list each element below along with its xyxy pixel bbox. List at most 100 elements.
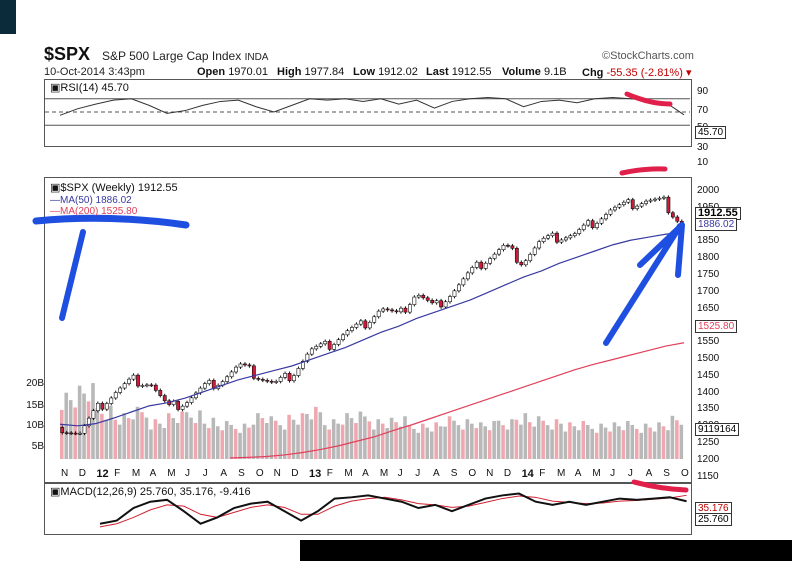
volume-bar	[528, 422, 532, 459]
volume-bar	[456, 425, 461, 459]
candle-body	[234, 366, 238, 373]
volume-bar	[314, 406, 318, 459]
volume-bar	[670, 415, 675, 459]
volume-bar	[412, 428, 416, 459]
candle-body	[185, 402, 189, 407]
candle-body	[180, 405, 185, 410]
candle-body	[434, 300, 439, 304]
candle-body	[91, 410, 96, 419]
candle-body	[590, 220, 595, 229]
volume-bar	[109, 405, 113, 459]
volume-bar	[519, 424, 523, 459]
x-tick: J	[610, 468, 616, 479]
candle-body	[443, 301, 448, 308]
ma50-tag: 1886.02	[695, 218, 738, 231]
volume-bar	[171, 418, 175, 459]
volume-bar	[113, 419, 118, 459]
ma200-line	[229, 342, 685, 459]
volume-bar	[385, 428, 389, 459]
volume-bar	[389, 417, 394, 459]
volume-bar	[318, 412, 323, 459]
volume-bar	[617, 426, 621, 459]
volume-bar	[452, 420, 456, 459]
x-tick: A	[574, 468, 582, 479]
candle-body	[145, 384, 149, 387]
candle-body	[251, 365, 256, 379]
x-tick: S	[663, 468, 670, 479]
candle-body	[162, 395, 167, 402]
volume-bar	[144, 417, 149, 459]
x-tick: D	[291, 468, 299, 479]
volume-bar	[630, 424, 635, 459]
volume-bar	[202, 423, 207, 459]
candle-body	[309, 348, 314, 355]
volume-bar	[470, 423, 474, 459]
x-tick: D	[78, 468, 86, 479]
volume-bar	[554, 419, 559, 459]
volume-bar	[572, 426, 577, 459]
volume-bar	[122, 413, 126, 459]
volume-bar	[465, 419, 470, 459]
volume-tick: 5B	[31, 441, 44, 452]
candle-body	[644, 200, 649, 204]
volume-bar	[345, 413, 349, 459]
x-tick: O	[681, 468, 689, 479]
candle-body	[104, 403, 109, 410]
rsi-panel	[44, 79, 692, 147]
x-tick: J	[627, 468, 633, 479]
volume-bar	[135, 406, 140, 459]
volume-bar	[590, 428, 594, 459]
quote-change: Chg -55.35 (-2.81%) ▾	[582, 67, 692, 79]
x-tick: F	[114, 468, 121, 479]
candle-body	[439, 300, 443, 308]
volume-bar	[64, 392, 69, 459]
volume-bar	[363, 416, 367, 459]
volume-bar	[211, 417, 216, 459]
candle-body	[479, 261, 484, 269]
volume-bar	[536, 416, 541, 459]
candle-body	[537, 241, 542, 249]
rsi-label: ▣RSI(14) 45.70	[50, 82, 129, 94]
quote-datetime: 10-Oct-2014 3:43pm	[44, 66, 145, 78]
candle-body	[510, 245, 515, 249]
candle-body	[425, 297, 430, 301]
candle-body	[412, 296, 417, 305]
x-tick: N	[61, 468, 69, 479]
volume-bar	[367, 421, 372, 459]
volume-bar	[581, 421, 586, 459]
price-tick: 1450	[697, 369, 720, 381]
annotation-arrow-blue	[59, 229, 86, 321]
candle-body	[82, 425, 87, 434]
x-tick: O	[255, 468, 264, 479]
candle-body	[301, 360, 305, 369]
volume-bar	[68, 400, 73, 459]
volume-bar	[661, 426, 666, 459]
volume-bar	[643, 423, 648, 459]
candle-body	[497, 249, 501, 255]
candle-body	[287, 373, 292, 382]
volume-bar	[260, 418, 265, 459]
quote-volume: Volume 9.1B	[502, 66, 567, 78]
candle-body	[60, 427, 65, 434]
candle-body	[292, 375, 296, 382]
volume-bar	[256, 413, 260, 459]
x-tick: D	[503, 468, 512, 479]
volume-bar	[505, 429, 510, 459]
volume-bar	[483, 426, 487, 459]
candle-body	[608, 209, 613, 215]
candle-body	[430, 300, 435, 304]
x-tick: A	[220, 468, 228, 479]
volume-bar	[229, 424, 233, 459]
candle-body	[563, 237, 568, 241]
candle-body	[568, 235, 573, 239]
volume-bar	[425, 427, 430, 459]
candle-body	[399, 307, 403, 313]
volume-bar	[180, 411, 184, 459]
volume-bar	[358, 411, 363, 459]
price-tick: 1500	[697, 353, 720, 364]
candle-body	[550, 232, 555, 237]
volume-bar	[545, 425, 550, 459]
price-tick: 1750	[697, 269, 720, 280]
candle-body	[336, 339, 341, 345]
candle-body	[358, 320, 363, 325]
